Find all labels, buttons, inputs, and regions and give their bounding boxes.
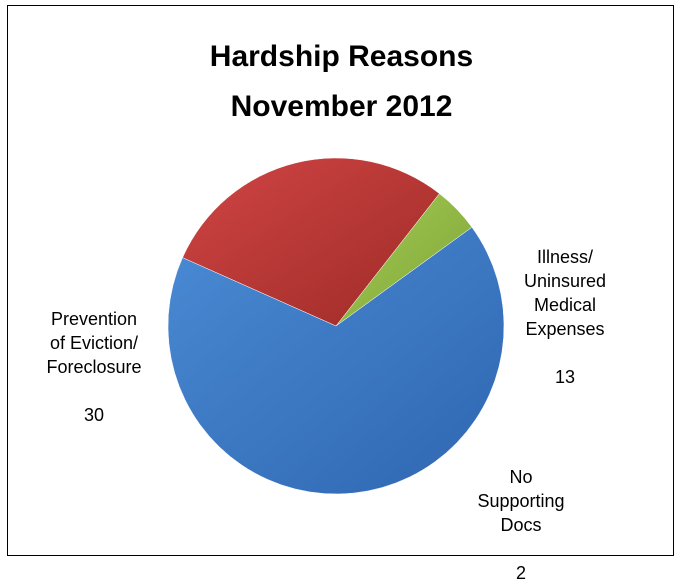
slice-label-illness-text: Illness/Uninsured Medical Expenses (523, 247, 607, 339)
slice-value-prevention: 30 (83, 405, 105, 425)
slice-label-no-supporting-docs: No Supporting Docs 2 (466, 441, 576, 585)
slice-label-illness: Illness/Uninsured Medical Expenses 13 (505, 221, 625, 389)
pie-slice-prevention (167, 226, 505, 495)
pie-chart (167, 157, 505, 495)
slice-label-prevention-text: Prevention of Eviction/Foreclosure (46, 309, 142, 377)
pie-slice-illness (182, 157, 440, 327)
slice-label-no-supporting-docs-text: No Supporting Docs (477, 467, 565, 535)
slice-label-prevention: Prevention of Eviction/Foreclosure 30 (29, 283, 159, 427)
slice-value-illness: 13 (554, 367, 576, 387)
slice-value-no-supporting-docs: 2 (515, 563, 526, 583)
chart-title-line-2: November 2012 (230, 90, 453, 123)
chart-title-line-1: Hardship Reasons (209, 40, 474, 73)
